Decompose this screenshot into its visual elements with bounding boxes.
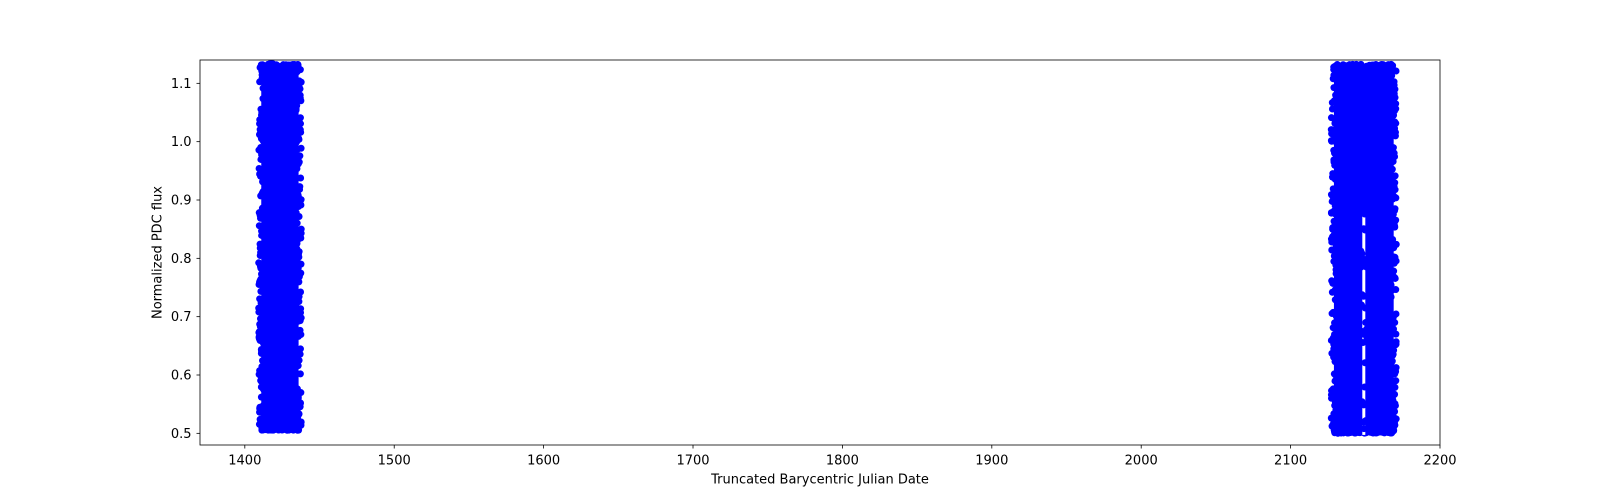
xtick-label: 1600 xyxy=(527,454,560,469)
ytick-label: 0.9 xyxy=(171,194,192,209)
xtick-label: 2100 xyxy=(1274,454,1307,469)
ytick-label: 0.6 xyxy=(171,369,192,384)
axes-bg xyxy=(200,60,1440,445)
xtick-label: 1400 xyxy=(228,454,261,469)
x-axis-label: Truncated Barycentric Julian Date xyxy=(710,473,929,488)
xtick-label: 2200 xyxy=(1423,454,1456,469)
ytick-label: 0.5 xyxy=(171,427,192,442)
ytick-label: 1.0 xyxy=(171,135,192,150)
xtick-label: 1500 xyxy=(378,454,411,469)
ytick-label: 0.7 xyxy=(171,310,192,325)
xtick-label: 1800 xyxy=(826,454,859,469)
ytick-label: 1.1 xyxy=(171,77,192,92)
xtick-label: 1900 xyxy=(975,454,1008,469)
xtick-label: 1700 xyxy=(676,454,709,469)
y-axis-label: Normalized PDC flux xyxy=(151,186,166,319)
xtick-label: 2000 xyxy=(1125,454,1158,469)
light-curve-chart: 1400 1500 1600 1700 1800 1900 2000 2100 2200 0.5 0… xyxy=(0,0,1600,500)
ytick-label: 0.8 xyxy=(171,252,192,267)
